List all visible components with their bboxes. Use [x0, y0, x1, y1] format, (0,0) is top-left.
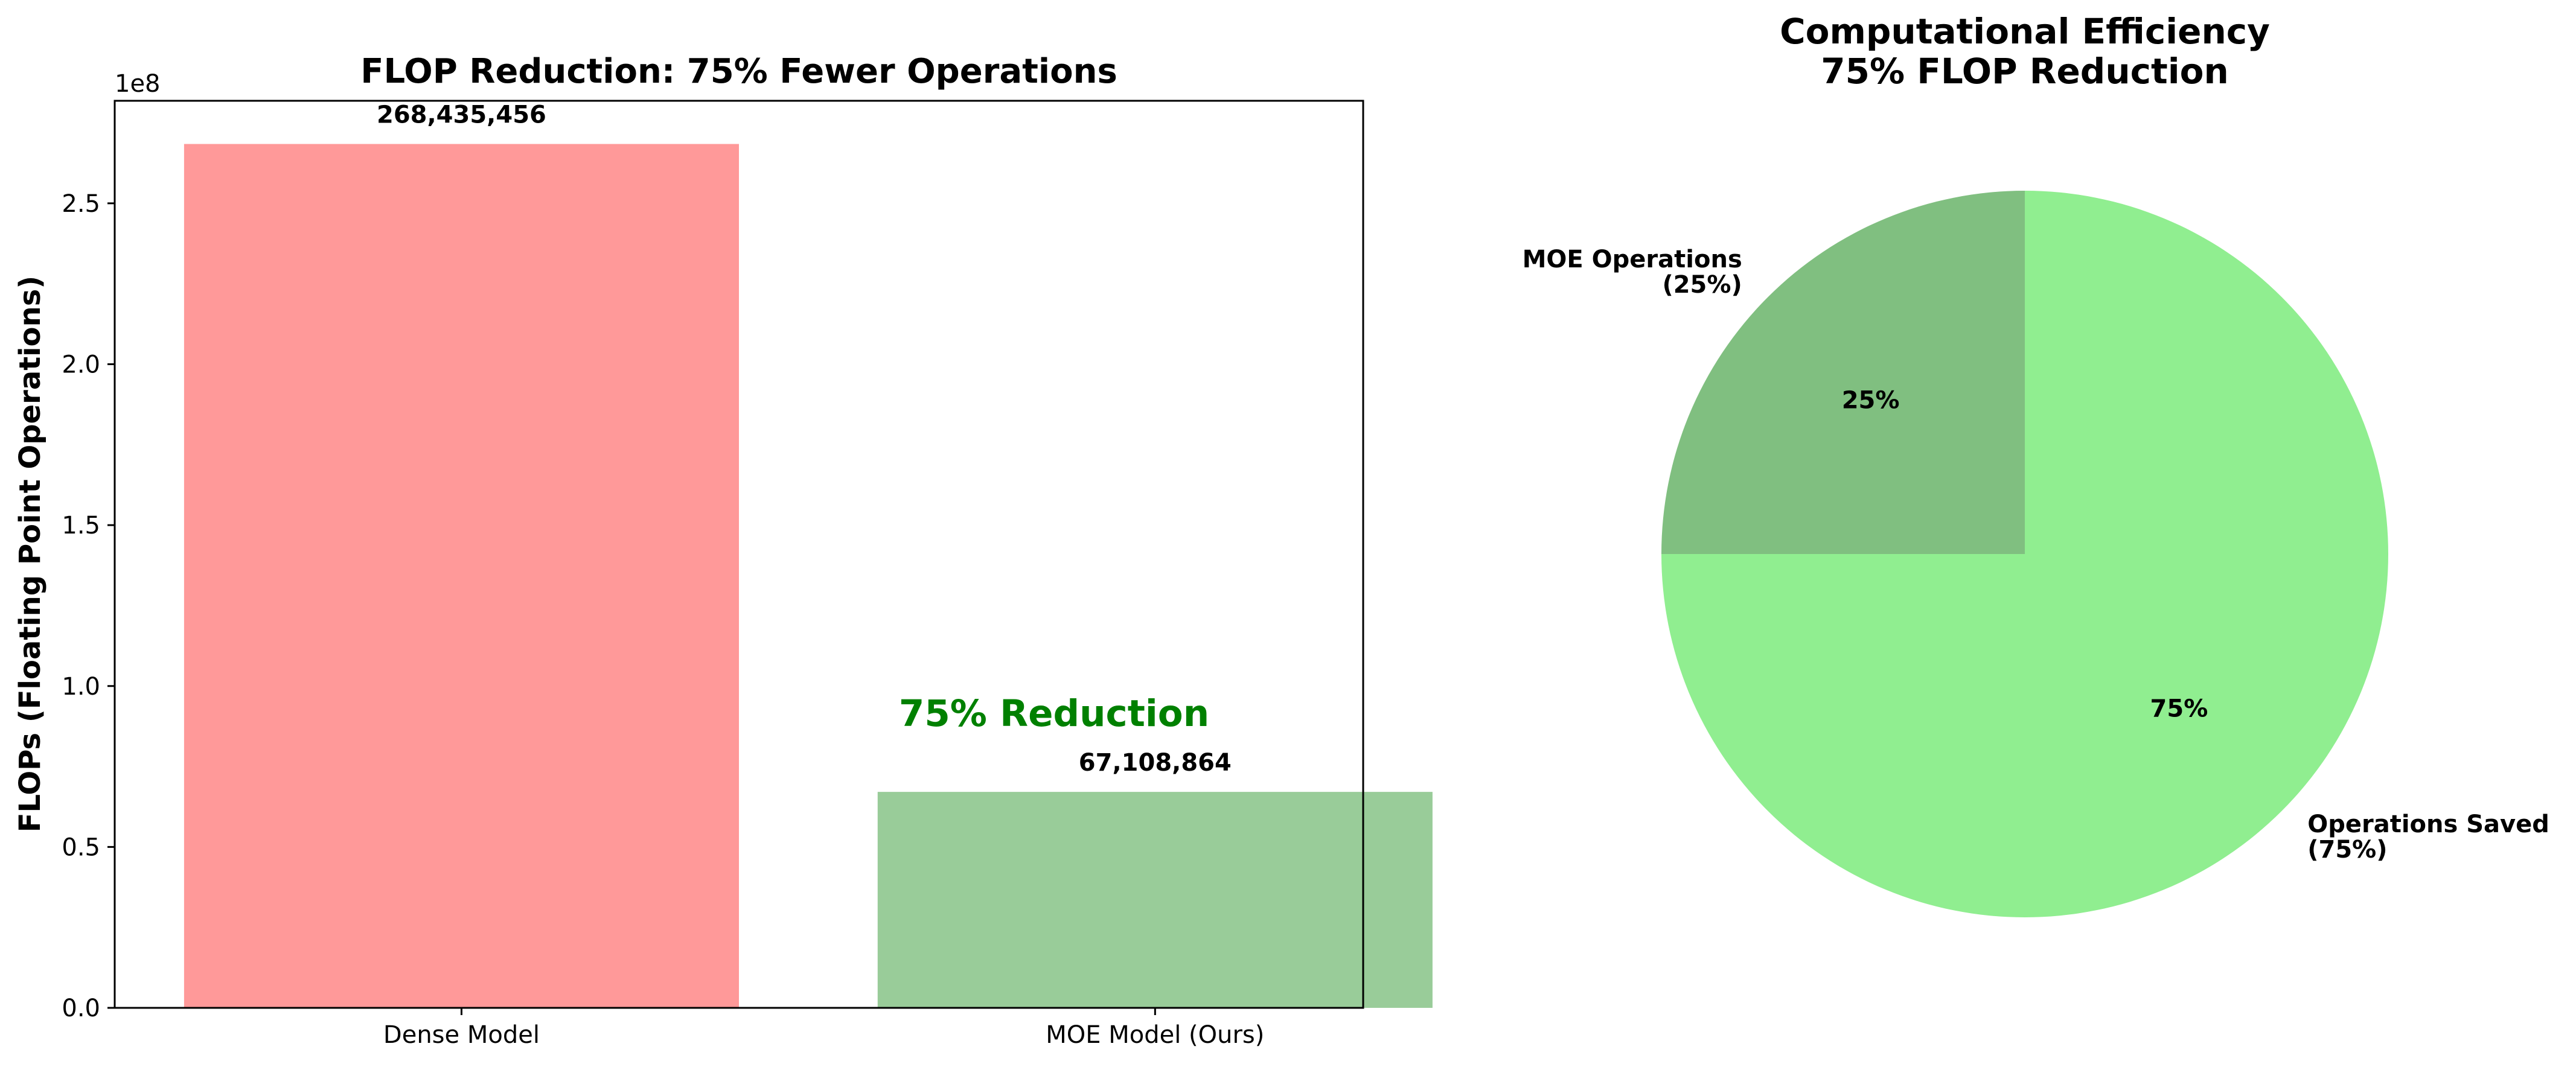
bar-series [184, 144, 1433, 1008]
x-tick-label-1: MOE Model (Ours) [1046, 1021, 1264, 1049]
y-axis-ticks: 0.0 0.5 1.0 1.5 2.0 2.5 [62, 190, 115, 1022]
pie-pct-label-1: 75% [2150, 695, 2208, 722]
y-tick-label-1: 0.5 [62, 833, 100, 861]
pie-pct-label-0: 25% [1842, 387, 1900, 415]
pie-chart: Computational Efficiency 75% FLOP Reduct… [1523, 11, 2549, 917]
bar-chart-title: FLOP Reduction: 75% Fewer Operations [360, 52, 1117, 91]
pie-labels: 25% MOE Operations (25%) 75% Operations Save… [1523, 246, 2549, 864]
pie-chart-title-line-1: Computational Efficiency [1780, 11, 2270, 52]
pie-chart-title-line-2: 75% FLOP Reduction [1821, 51, 2228, 92]
pie-slice-0 [1661, 191, 2025, 554]
bar-1 [877, 792, 1433, 1008]
bar-value-labels: 268,435,456 67,108,864 [377, 101, 1232, 777]
pie-slices [1661, 191, 2388, 917]
y-tick-label-0: 0.0 [62, 995, 100, 1022]
plot-frame [113, 100, 1364, 1009]
pie-slice-1 [1661, 191, 2388, 917]
bar-value-label-1: 67,108,864 [1079, 749, 1232, 777]
pie-outer-label-0: MOE Operations (25%) [1523, 246, 1742, 299]
bar-chart: FLOP Reduction: 75% Fewer Operations 1e8… [13, 52, 1433, 1049]
y-axis-label: FLOPs (Floating Point Operations) [13, 276, 47, 833]
y-tick-label-2: 1.0 [62, 673, 100, 701]
y-axis-scale-label: 1e8 [115, 70, 161, 98]
reduction-annotation: 75% Reduction [899, 692, 1209, 735]
y-tick-label-3: 1.5 [62, 512, 100, 540]
bar-0 [184, 144, 739, 1008]
bar-value-label-0: 268,435,456 [377, 101, 546, 129]
x-axis-ticks: Dense Model MOE Model (Ours) [383, 1008, 1264, 1049]
x-tick-label-0: Dense Model [383, 1021, 540, 1049]
pie-outer-label-1: Operations Saved (75%) [2307, 811, 2549, 864]
y-tick-label-4: 2.0 [62, 351, 100, 379]
y-tick-label-5: 2.5 [62, 190, 100, 218]
